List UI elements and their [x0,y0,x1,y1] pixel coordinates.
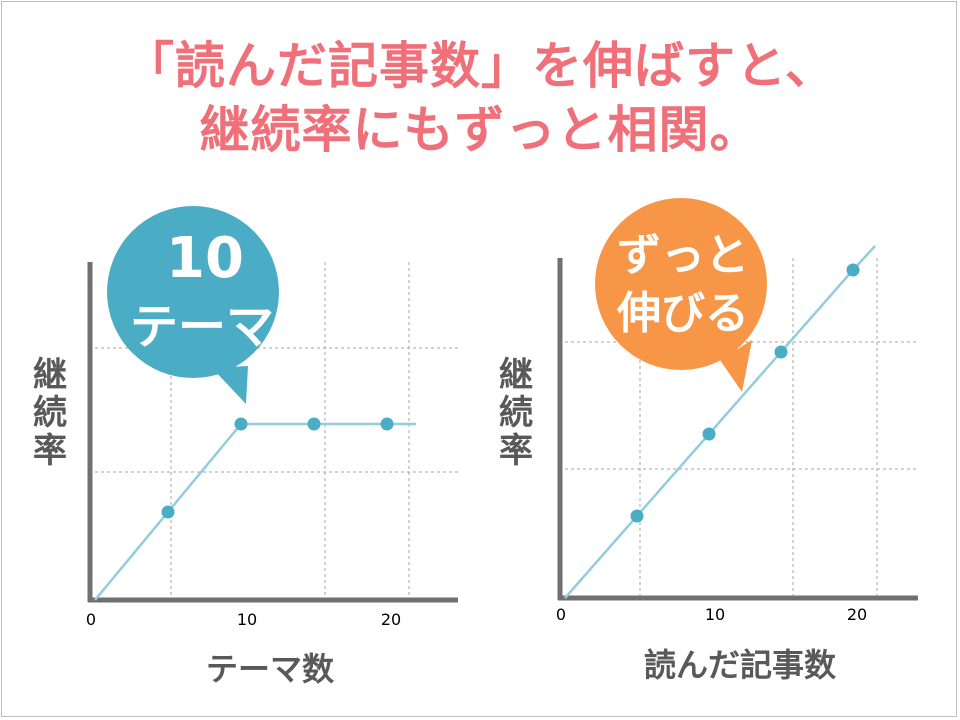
x-axis-label-left: テーマ数 [205,650,334,688]
axes [557,258,918,601]
x-tick-labels: 0 10 20 [556,605,867,624]
x-tick-label: 10 [705,605,725,624]
x-tick-labels: 0 10 20 [86,610,401,629]
y-label-char: 続 [499,393,533,433]
y-axis-label-right: 継 続 率 [494,356,538,470]
callout-line-1: 10 [166,226,244,291]
series-points [630,263,860,523]
y-label-char: 継 [33,355,67,395]
callout-circle [595,198,767,370]
axes [87,262,458,603]
headline-line-1: 「読んだ記事数」を伸ばすと、 [124,37,836,95]
data-point [234,417,248,431]
y-axis-label-left: 継 続 率 [28,356,72,470]
data-point [307,417,321,431]
callout-line-2: テーマ [130,299,274,355]
callout-bubble-articles: ずっと 伸びる [595,198,767,392]
data-point [846,263,860,277]
y-label-char: 継 [499,355,533,395]
y-label-char: 率 [499,431,533,471]
x-tick-label: 10 [237,610,257,629]
series-points [161,417,394,519]
x-tick-label: 20 [381,610,401,629]
data-point [702,427,716,441]
x-tick-label: 0 [556,605,566,624]
callout-line-1: ずっと [617,230,749,281]
x-tick-label: 0 [86,610,96,629]
callout-line-2: 伸びる [616,288,749,339]
callout-tail [212,366,248,404]
data-point [161,505,175,519]
callout-circle [107,206,279,378]
headline-line-2: 継続率にもずっと相関。 [199,101,761,159]
callout-tail [720,340,752,392]
y-label-char: 続 [33,393,67,433]
callout-bubble-themes: 10 テーマ [107,206,279,404]
y-label-char: 率 [33,431,67,471]
x-tick-label: 20 [847,605,867,624]
data-point [630,509,644,523]
data-point [774,345,788,359]
data-point [380,417,394,431]
x-axis-label-right: 読んだ記事数 [643,646,836,684]
